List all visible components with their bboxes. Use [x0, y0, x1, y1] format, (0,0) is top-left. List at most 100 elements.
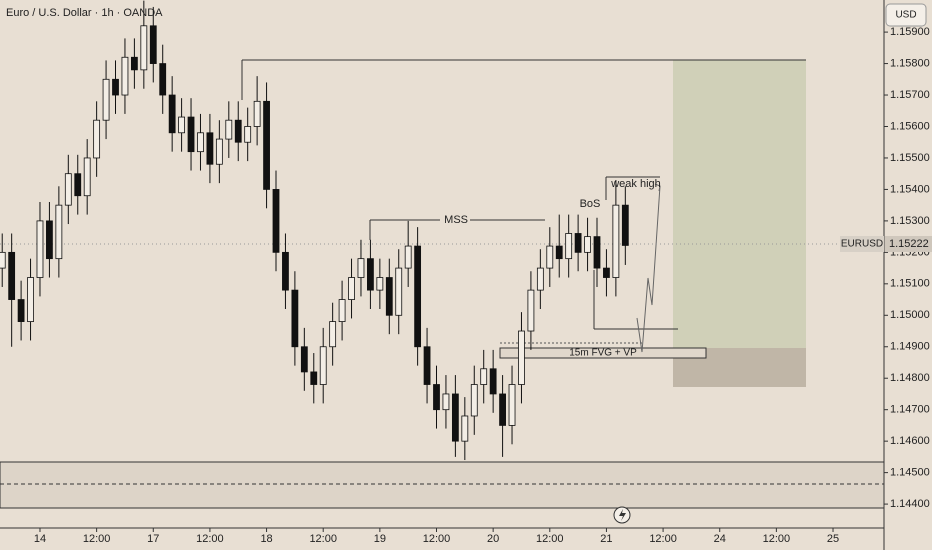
candle-body: [0, 251, 6, 269]
candle-body: [555, 245, 563, 260]
y-tick-label: 1.14900: [890, 341, 930, 353]
currency[interactable]: USD: [895, 10, 916, 21]
projection-path: [636, 185, 661, 353]
candle-body: [300, 346, 308, 373]
x-tick-label: 12:00: [649, 533, 677, 545]
candle-body: [310, 371, 318, 385]
candle-body: [93, 119, 101, 159]
candle-body: [282, 251, 289, 291]
x-tick-label: 18: [260, 533, 272, 545]
x-tick-label: 19: [374, 533, 386, 545]
candle-body: [291, 289, 299, 348]
x-tick-label: 12:00: [763, 533, 791, 545]
candle-body: [574, 233, 582, 253]
candle-body: [55, 204, 63, 260]
mss-bg: [440, 213, 470, 227]
candle-body: [404, 245, 412, 269]
y-tick-label: 1.14800: [890, 372, 930, 384]
y-tick-label: 1.14500: [890, 467, 930, 479]
candle-body: [499, 393, 506, 426]
candle-body: [423, 346, 431, 385]
candle-body: [451, 393, 459, 442]
x-tick-label: 14: [34, 533, 46, 545]
y-tick-label: 1.14700: [890, 404, 930, 416]
x-tick-label: 24: [714, 533, 726, 545]
candle-body: [367, 258, 374, 291]
lightning: [619, 509, 626, 521]
x-tick-label: 20: [487, 533, 499, 545]
candle-body: [36, 220, 44, 278]
candle-body: [112, 78, 119, 96]
y-tick-label: 1.15000: [890, 309, 930, 321]
y-tick-label: 1.15300: [890, 215, 930, 227]
candle-body: [329, 321, 337, 348]
y-tick-label: 1.15900: [890, 26, 930, 38]
candle-body: [442, 393, 450, 411]
candle-body: [357, 258, 365, 278]
candle-body: [508, 384, 516, 426]
candle-body: [27, 277, 34, 322]
candle-body: [159, 63, 167, 96]
demand-zone: [0, 461, 885, 509]
candle-body: [536, 267, 544, 291]
candle-body: [234, 119, 242, 143]
x-tick-label: 12:00: [423, 533, 451, 545]
x-tick-label: 12:00: [83, 533, 111, 545]
candle-body: [621, 204, 629, 246]
candle-body: [140, 25, 148, 71]
candle-body: [319, 346, 327, 385]
candle-body: [433, 384, 440, 411]
candle-body: [74, 173, 82, 197]
candle-body: [593, 236, 601, 269]
candle-body: [470, 384, 478, 417]
y-tick-label: 1.15400: [890, 183, 930, 195]
y-tick-label: 1.15500: [890, 152, 930, 164]
candle-body: [461, 415, 469, 442]
target-zone: [673, 60, 806, 348]
candle-body: [8, 251, 16, 300]
bos-label: BoS: [580, 198, 601, 210]
x-tick-label: 12:00: [196, 533, 224, 545]
candle-body: [197, 132, 204, 153]
y-tick-label: 1.14600: [890, 435, 930, 447]
symbol: EURUSD: [841, 239, 883, 250]
candle-body: [414, 245, 422, 348]
weak-high-label: weak high: [610, 178, 661, 190]
y-tick-label: 1.15100: [890, 278, 930, 290]
candle-body: [603, 267, 610, 278]
candle-body: [584, 236, 591, 253]
currency-button[interactable]: [885, 3, 927, 27]
candle-body: [187, 116, 195, 153]
candle-body: [130, 56, 138, 71]
candle-body: [385, 277, 393, 316]
candle-body: [376, 277, 384, 291]
candle-body: [244, 126, 252, 143]
candle-body: [518, 330, 525, 385]
candle-body: [565, 233, 573, 260]
x-tick-label: 17: [147, 533, 159, 545]
candle-body: [149, 25, 157, 64]
x-tick-label: 12:00: [536, 533, 564, 545]
y-tick-label: 1.15600: [890, 120, 930, 132]
candle-body: [225, 119, 233, 140]
y-tick-label: 1.15700: [890, 89, 930, 101]
candle-body: [612, 204, 620, 278]
candle-body: [489, 368, 497, 395]
fvg-label: 15m FVG + VP: [569, 348, 637, 359]
candle-body: [215, 138, 223, 165]
x-tick-label: 21: [600, 533, 612, 545]
last-price: 1.15222: [889, 238, 929, 250]
candle-body: [348, 277, 355, 300]
candle-body: [168, 94, 176, 134]
candle-body: [121, 56, 129, 96]
candle-body: [46, 220, 53, 260]
candle-body: [272, 189, 280, 253]
candle-body: [338, 299, 346, 322]
candle-body: [527, 289, 535, 332]
projection-arrow: [654, 183, 661, 192]
y-tick-label: 1.15800: [890, 57, 930, 69]
candle-body: [546, 245, 554, 269]
price-axis: [884, 0, 932, 550]
candle-body: [17, 299, 25, 322]
